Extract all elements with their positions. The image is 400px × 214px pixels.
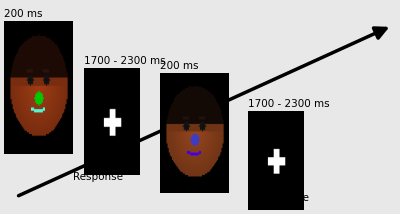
Text: TIME (ms): TIME (ms): [172, 109, 228, 156]
Text: 1700 - 2300 ms: 1700 - 2300 ms: [248, 99, 330, 109]
Text: 200 ms: 200 ms: [4, 9, 42, 19]
Text: 1700 - 2300 ms: 1700 - 2300 ms: [84, 56, 166, 66]
Text: 200 ms: 200 ms: [160, 61, 198, 71]
Text: Response: Response: [259, 193, 309, 203]
Text: Response: Response: [73, 172, 123, 182]
